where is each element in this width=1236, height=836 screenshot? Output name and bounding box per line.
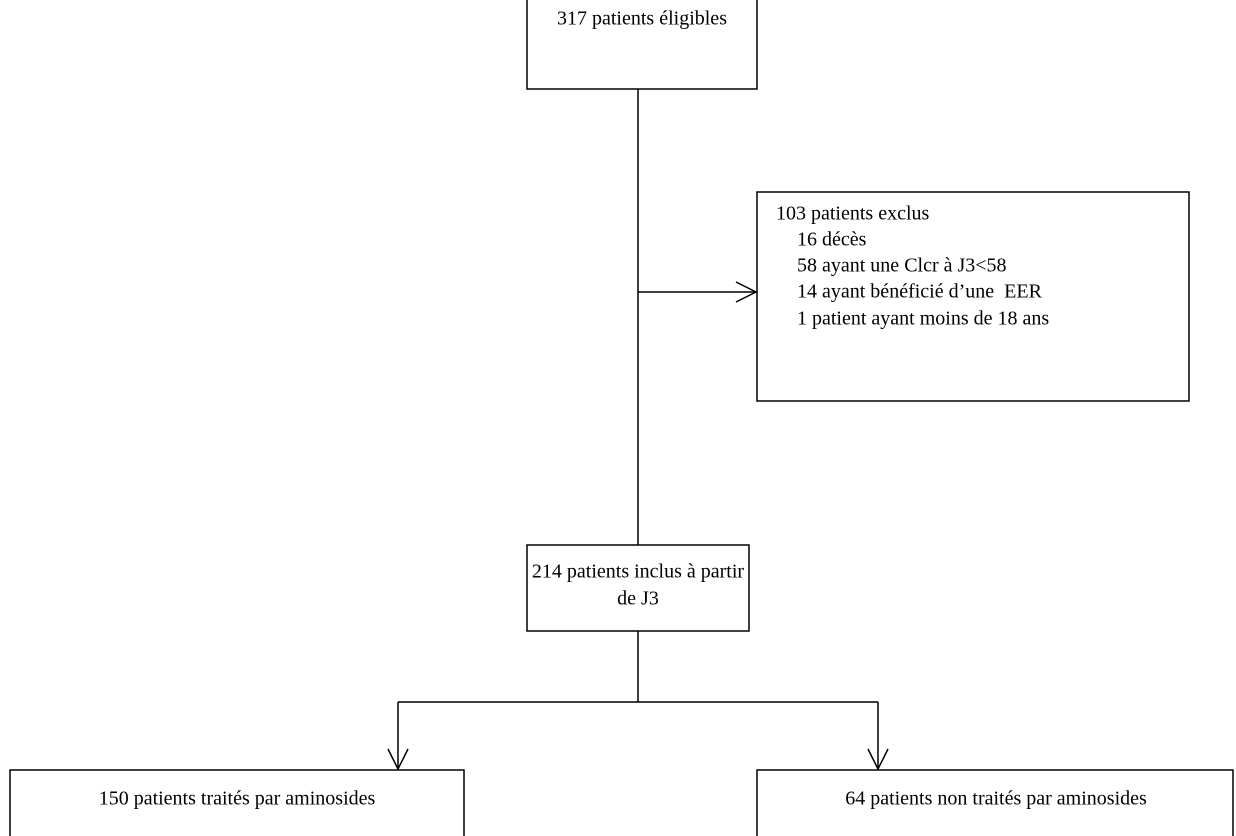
arrowhead <box>387 748 409 771</box>
node-box <box>9 769 465 836</box>
node-label: de J3 <box>617 588 659 610</box>
node-box <box>526 544 750 632</box>
node-box <box>756 769 1234 836</box>
node-item: 16 décès <box>797 229 867 251</box>
node-label: 103 patients exclus <box>776 203 930 225</box>
connectors <box>387 89 889 771</box>
node-label: 150 patients traités par aminosides <box>99 788 376 810</box>
arrowhead <box>867 748 889 771</box>
node-item: 58 ayant une Clcr à J3<58 <box>797 255 1007 277</box>
node-label: 214 patients inclus à partir <box>532 561 745 583</box>
node-label: 64 patients non traités par aminosides <box>845 788 1147 810</box>
node-box <box>526 0 758 90</box>
node-item: 1 patient ayant moins de 18 ans <box>797 308 1049 330</box>
node-box <box>756 191 1190 402</box>
node-label: 317 patients éligibles <box>557 8 727 30</box>
node-item: 14 ayant bénéficié d’une EER <box>797 281 1043 303</box>
arrowhead <box>735 281 758 303</box>
